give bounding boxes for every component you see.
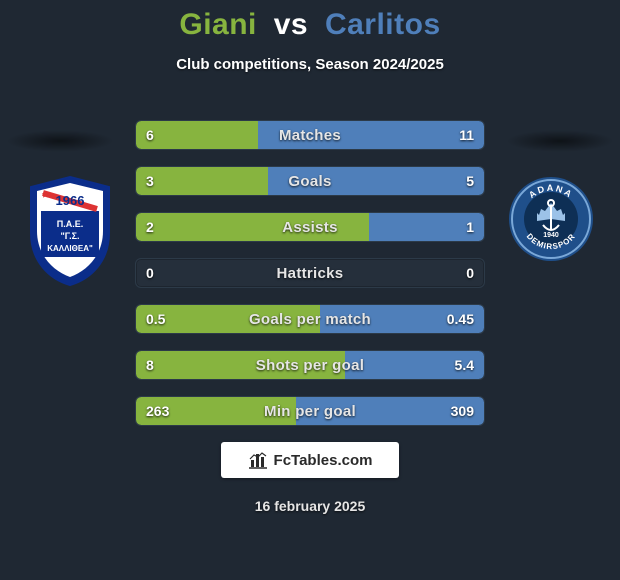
fctables-badge: FcTables.com	[221, 442, 399, 478]
stat-row: 35Goals	[135, 166, 485, 196]
svg-text:ΚΑΛΛΙΘΕΑ": ΚΑΛΛΙΘΕΑ"	[47, 244, 93, 253]
stat-label: Hattricks	[136, 259, 484, 287]
club-badge-right: ADANA DEMIRSPOR 1940	[507, 175, 595, 268]
date-text: 16 february 2025	[0, 498, 620, 514]
svg-text:1966: 1966	[56, 193, 85, 208]
stats-container: 611Matches 35Goals 21Assists 00Hattricks 0.5…	[135, 120, 485, 442]
player2-name: Carlitos	[325, 8, 441, 41]
comparison-title: Giani vs Carlitos	[0, 0, 620, 42]
stat-row: 85.4Shots per goal	[135, 350, 485, 380]
stat-row: 263309Min per goal	[135, 396, 485, 426]
svg-text:1940: 1940	[543, 232, 559, 239]
svg-text:"Γ.Σ.: "Γ.Σ.	[60, 231, 79, 241]
stat-label: Assists	[136, 213, 484, 241]
shield-icon: 1966 Π.Α.Ε. "Γ.Σ. ΚΑΛΛΙΘΕΑ"	[25, 175, 115, 287]
badge-shadow-right	[506, 130, 614, 152]
stat-label: Goals	[136, 167, 484, 195]
vs-text: vs	[274, 8, 308, 41]
player1-name: Giani	[179, 8, 257, 41]
svg-text:Π.Α.Ε.: Π.Α.Ε.	[57, 219, 84, 229]
club-badge-left: 1966 Π.Α.Ε. "Γ.Σ. ΚΑΛΛΙΘΕΑ"	[25, 175, 115, 292]
subtitle: Club competitions, Season 2024/2025	[0, 56, 620, 73]
stat-label: Min per goal	[136, 397, 484, 425]
stat-row: 21Assists	[135, 212, 485, 242]
stat-label: Shots per goal	[136, 351, 484, 379]
circle-badge-icon: ADANA DEMIRSPOR 1940	[507, 175, 595, 263]
stat-label: Matches	[136, 121, 484, 149]
stat-row: 0.50.45Goals per match	[135, 304, 485, 334]
stat-row: 00Hattricks	[135, 258, 485, 288]
badge-shadow-left	[6, 130, 114, 152]
fctables-text: FcTables.com	[274, 452, 373, 469]
stat-label: Goals per match	[136, 305, 484, 333]
stat-row: 611Matches	[135, 120, 485, 150]
bar-chart-icon	[248, 451, 268, 469]
